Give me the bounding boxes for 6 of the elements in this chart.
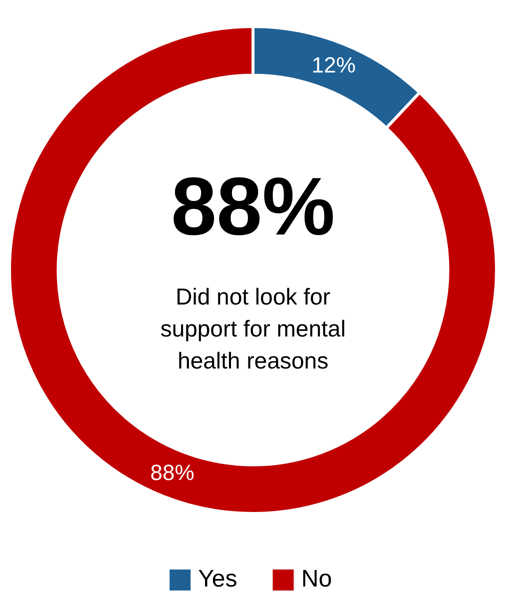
legend-label: No: [301, 566, 332, 593]
data-label: 12%: [312, 52, 356, 78]
text: 88%: [170, 162, 336, 253]
data-label: 88%: [150, 460, 194, 485]
text: Did not look for support for mental health reasons: [160, 283, 346, 374]
legend-label: Yes: [198, 566, 238, 593]
